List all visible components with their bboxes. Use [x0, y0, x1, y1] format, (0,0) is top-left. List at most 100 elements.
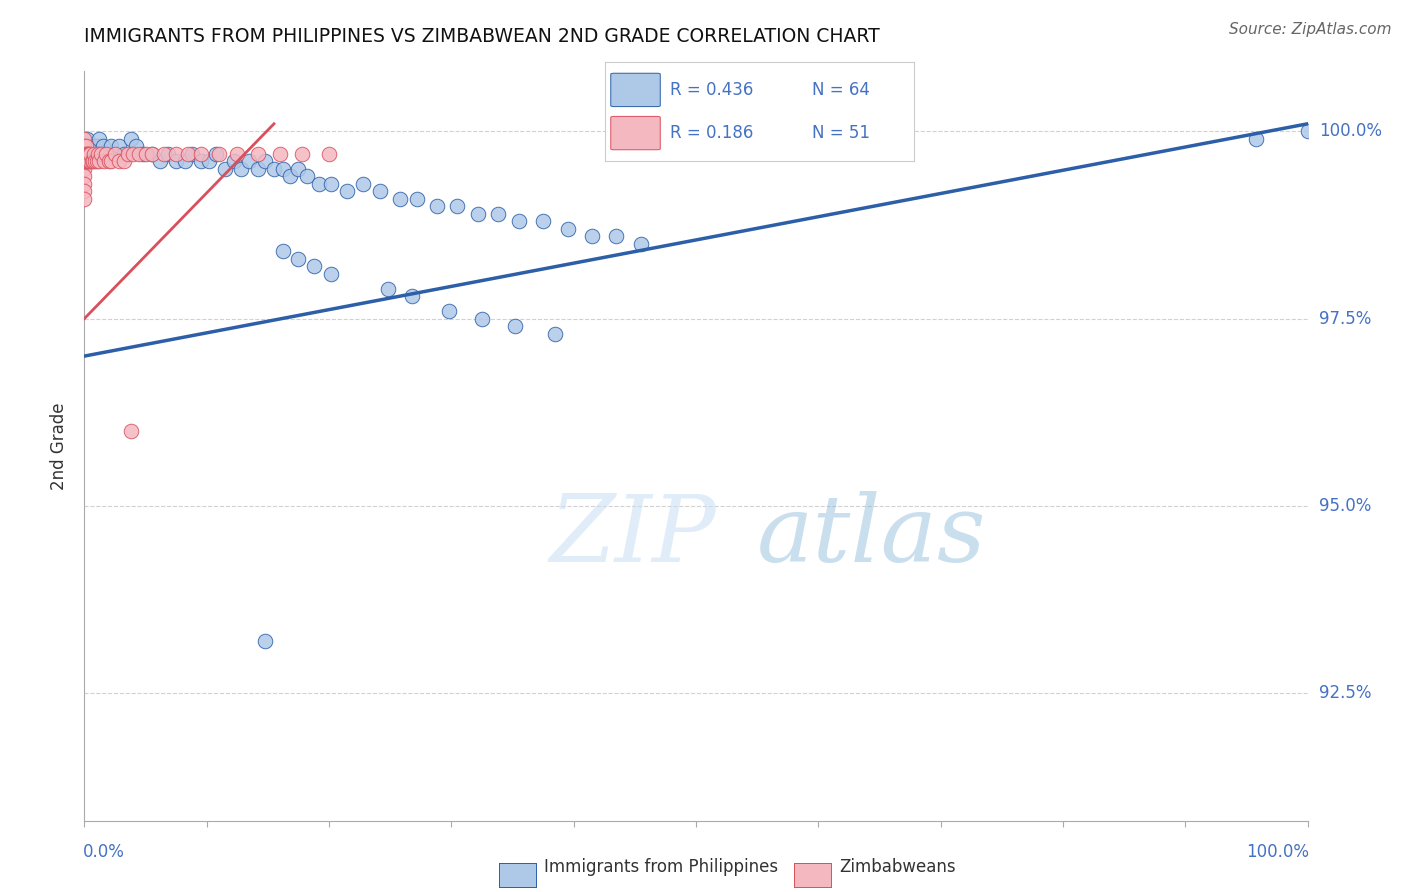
Point	[446, 199, 468, 213]
Point	[370, 184, 392, 198]
Text: 92.5%: 92.5%	[1319, 684, 1371, 702]
Text: R = 0.436: R = 0.436	[669, 81, 752, 99]
Point	[173, 154, 195, 169]
Point	[467, 207, 489, 221]
Point	[269, 146, 291, 161]
Point	[226, 146, 249, 161]
Point	[77, 139, 100, 153]
Point	[401, 289, 423, 303]
FancyBboxPatch shape	[610, 117, 661, 150]
Point	[112, 154, 135, 169]
Text: 100.0%: 100.0%	[1246, 843, 1309, 861]
Point	[308, 177, 330, 191]
Point	[73, 146, 96, 161]
Point	[156, 146, 179, 161]
Point	[73, 161, 96, 176]
Point	[100, 154, 122, 169]
Point	[75, 139, 97, 153]
Point	[190, 146, 212, 161]
Point	[531, 214, 554, 228]
Text: 97.5%: 97.5%	[1319, 310, 1371, 327]
Point	[605, 229, 627, 244]
Text: N = 64: N = 64	[811, 81, 870, 99]
Point	[247, 161, 270, 176]
Text: Immigrants from Philippines: Immigrants from Philippines	[544, 858, 779, 876]
Point	[190, 154, 212, 169]
Point	[278, 169, 301, 184]
Point	[291, 146, 314, 161]
Point	[75, 146, 97, 161]
Point	[73, 169, 96, 184]
Point	[254, 154, 277, 169]
Text: Source: ZipAtlas.com: Source: ZipAtlas.com	[1229, 22, 1392, 37]
Point	[1296, 124, 1319, 138]
Point	[120, 132, 142, 146]
Point	[544, 326, 567, 341]
Point	[132, 146, 155, 161]
Text: R = 0.186: R = 0.186	[669, 124, 752, 142]
Point	[76, 154, 98, 169]
Point	[271, 244, 294, 259]
Point	[73, 154, 96, 169]
Point	[120, 424, 142, 438]
Point	[73, 184, 96, 198]
Point	[128, 146, 150, 161]
Point	[73, 177, 96, 191]
Point	[141, 146, 163, 161]
Point	[287, 252, 309, 266]
Point	[80, 154, 103, 169]
Point	[122, 146, 145, 161]
Text: 100.0%: 100.0%	[1319, 122, 1382, 140]
Point	[141, 146, 163, 161]
Point	[87, 132, 110, 146]
Point	[287, 161, 309, 176]
Point	[222, 154, 245, 169]
Point	[77, 146, 100, 161]
Point	[104, 146, 127, 161]
Point	[388, 192, 411, 206]
FancyBboxPatch shape	[610, 73, 661, 107]
Point	[557, 221, 579, 235]
Point	[229, 161, 252, 176]
Text: Zimbabweans: Zimbabweans	[839, 858, 956, 876]
Point	[82, 154, 104, 169]
Point	[75, 154, 97, 169]
Point	[76, 132, 98, 146]
Point	[79, 146, 101, 161]
Point	[318, 146, 340, 161]
Point	[77, 154, 100, 169]
Text: N = 51: N = 51	[811, 124, 870, 142]
Point	[90, 146, 112, 161]
Point	[238, 154, 260, 169]
Point	[321, 267, 343, 281]
Point	[87, 146, 110, 161]
Point	[214, 161, 236, 176]
Point	[77, 154, 100, 169]
Point	[73, 139, 96, 153]
Text: 95.0%: 95.0%	[1319, 497, 1371, 515]
Point	[84, 154, 107, 169]
Point	[112, 146, 135, 161]
Point	[377, 282, 399, 296]
Point	[630, 236, 652, 251]
Point	[153, 146, 176, 161]
Point	[321, 177, 343, 191]
Point	[471, 311, 494, 326]
Point	[76, 146, 98, 161]
Point	[93, 154, 115, 169]
Point	[83, 139, 105, 153]
Point	[107, 139, 129, 153]
Point	[352, 177, 374, 191]
Point	[406, 192, 429, 206]
Point	[486, 207, 509, 221]
Point	[107, 154, 129, 169]
Y-axis label: 2nd Grade: 2nd Grade	[51, 402, 69, 490]
Point	[96, 146, 118, 161]
Point	[503, 319, 526, 334]
Point	[149, 154, 172, 169]
Point	[77, 146, 100, 161]
Point	[437, 304, 460, 318]
Point	[263, 161, 285, 176]
Point	[100, 139, 122, 153]
Point	[91, 139, 114, 153]
